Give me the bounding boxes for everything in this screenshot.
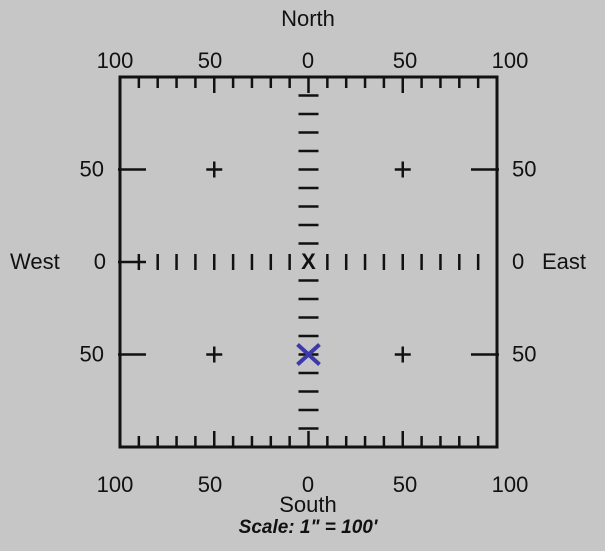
bottom-label: 50 [198, 472, 222, 497]
bottom-label: 0 [302, 472, 314, 497]
right-label: 50 [512, 156, 536, 181]
left-label: 50 [80, 156, 104, 181]
south-label: South [279, 492, 337, 517]
west-label: West [10, 249, 60, 274]
marker-stroke [296, 343, 321, 366]
left-label: 50 [80, 341, 104, 366]
top-label: 100 [97, 48, 134, 73]
center-label: X [301, 249, 316, 274]
bottom-label: 50 [393, 472, 417, 497]
ticks [118, 77, 499, 447]
right-label: 50 [512, 341, 536, 366]
blue-x-marker [296, 343, 321, 366]
top-label: 100 [492, 48, 529, 73]
top-label: 50 [198, 48, 222, 73]
right-label: 0 [512, 249, 524, 274]
bottom-label: 100 [492, 472, 529, 497]
left-label: 0 [94, 249, 106, 274]
top-label: 50 [393, 48, 417, 73]
top-label: 0 [302, 48, 314, 73]
north-label: North [281, 6, 335, 31]
east-label: East [542, 249, 586, 274]
bottom-label: 100 [97, 472, 134, 497]
scale-label: Scale: 1" = 100' [239, 517, 379, 538]
